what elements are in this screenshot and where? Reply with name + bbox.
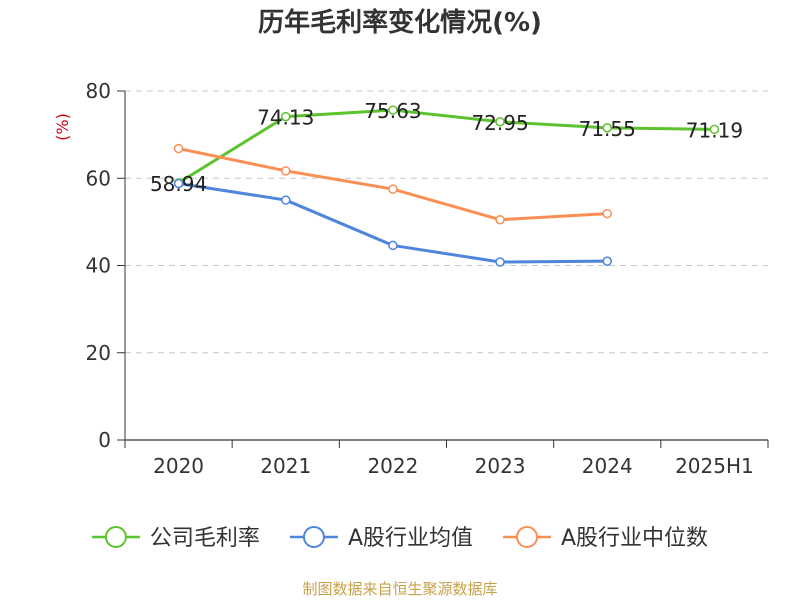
legend-marker-0	[104, 526, 127, 548]
x-tick-label-2024: 2024	[582, 454, 633, 478]
x-tick-label-2020: 2020	[153, 454, 204, 478]
data-point-2-3	[495, 214, 505, 225]
data-label-0-5: 71.19	[686, 118, 743, 142]
data-point-1-0	[173, 178, 184, 189]
y-tick-label-40: 40	[86, 254, 111, 278]
x-tick-label-2025H1: 2025H1	[675, 454, 754, 478]
series-line-2	[177, 147, 609, 222]
data-point-1-3	[495, 257, 505, 267]
data-point-2-2	[388, 184, 398, 194]
data-point-0-4	[602, 123, 612, 133]
legend-item-2: A股行业中位数	[503, 526, 708, 551]
y-tick-label-20: 20	[86, 341, 111, 365]
data-label-0-3: 72.95	[471, 111, 528, 135]
chart-title: 历年毛利率变化情况(%)	[258, 7, 542, 38]
data-point-2-1	[281, 166, 291, 176]
data-point-0-5	[709, 124, 720, 135]
data-point-0-2	[388, 105, 398, 115]
data-label-0-1: 74.13	[257, 106, 314, 130]
data-label-0-4: 71.55	[579, 117, 636, 141]
axes: 0 20 40 60 80 2020 2021 2022 2023 2024 2025H1	[86, 79, 769, 478]
legend-label-1: A股行业均值	[348, 526, 473, 551]
legend-item-0: 公司毛利率	[91, 526, 260, 551]
legend-label-0: 公司毛利率	[150, 526, 260, 551]
y-axis-label: (%)	[53, 113, 72, 141]
x-tick-label-2021: 2021	[260, 454, 311, 478]
y-tick-label-60: 60	[86, 166, 111, 190]
source-note: 制图数据来自恒生聚源数据库	[302, 580, 497, 598]
data-point-0-1	[281, 111, 291, 122]
series-line-1	[177, 181, 609, 264]
data-point-1-1	[281, 195, 291, 205]
data-label-0-2: 75.63	[364, 99, 421, 123]
series-lines	[173, 105, 720, 267]
x-tick-label-2023: 2023	[475, 454, 526, 478]
legend-marker-1	[302, 526, 325, 548]
data-point-2-4	[602, 208, 612, 219]
data-point-1-2	[388, 240, 398, 251]
legend-item-1: A股行业均值	[289, 526, 473, 551]
x-tick-label-2022: 2022	[367, 454, 418, 478]
data-labels: 58.94 74.13 75.63 72.95 71.55 71.19	[150, 99, 743, 196]
y-tick-label-80: 80	[86, 79, 111, 103]
data-point-0-3	[495, 117, 505, 127]
data-label-0-0: 58.94	[150, 172, 207, 196]
legend-marker-2	[516, 526, 539, 548]
grid-lines	[125, 90, 768, 354]
data-point-2-0	[173, 143, 184, 154]
data-point-1-4	[602, 256, 612, 266]
legend: 公司毛利率 A股行业均值 A股行业中位数	[91, 526, 708, 551]
y-tick-label-0: 0	[98, 428, 111, 452]
series-line-0	[177, 108, 716, 185]
legend-label-2: A股行业中位数	[561, 526, 708, 551]
